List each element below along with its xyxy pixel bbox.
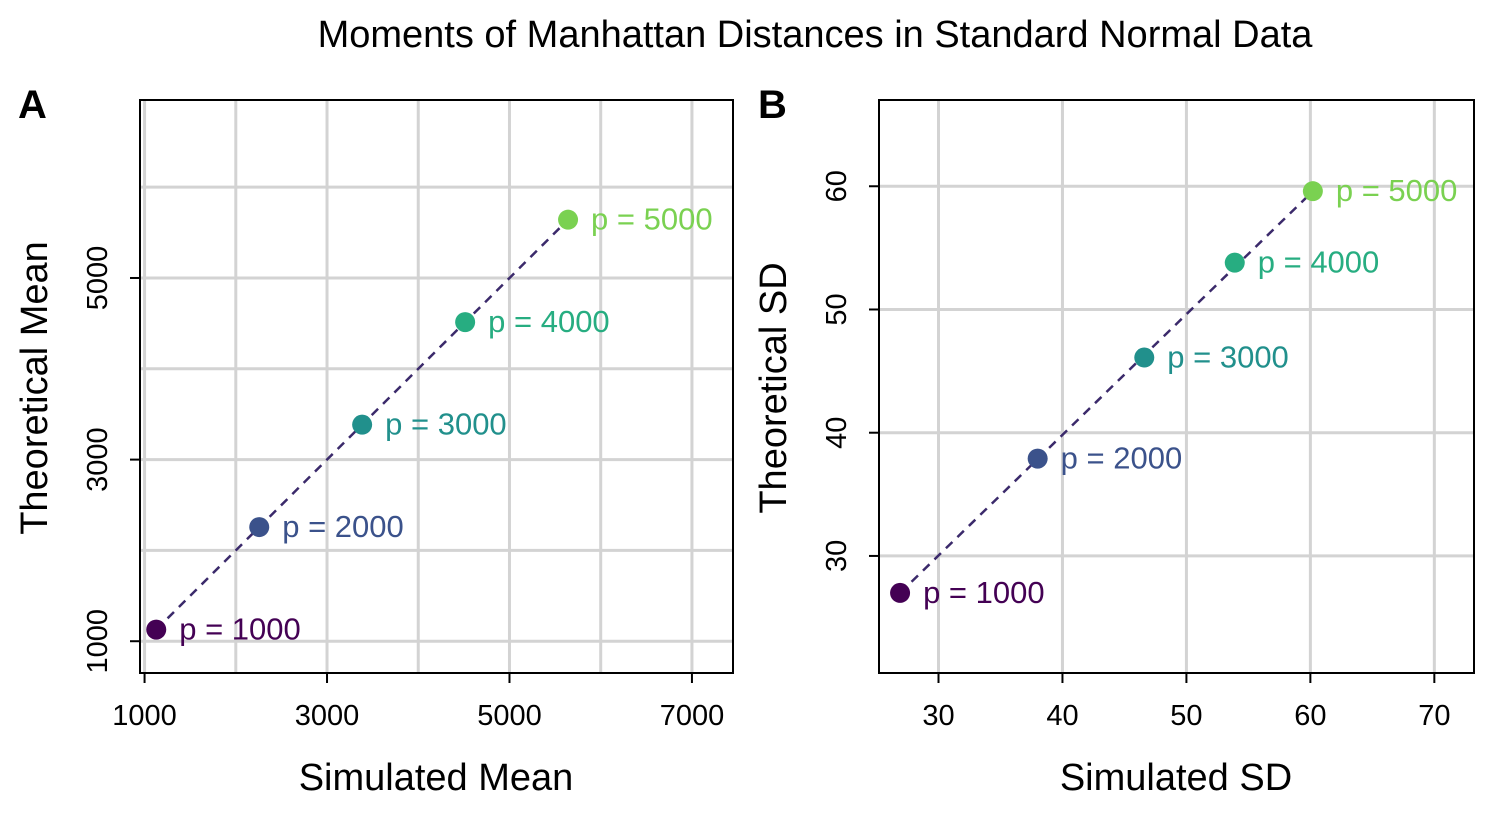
panel-b-ytick-label: 40 xyxy=(821,417,853,449)
figure-title: Moments of Manhattan Distances in Standa… xyxy=(318,14,1314,56)
panel-a-point-label: p = 1000 xyxy=(179,612,301,647)
panel-a-data-point xyxy=(558,209,579,230)
panel-a-point-label: p = 3000 xyxy=(385,407,507,442)
panel-a-ytick-label: 5000 xyxy=(82,246,114,311)
panel-a-data-point xyxy=(352,414,373,435)
panel-b-tag: B xyxy=(758,83,787,127)
panel-a-xtick-label: 3000 xyxy=(295,700,360,732)
panel-b-xtick-label: 50 xyxy=(1170,700,1202,732)
panel-a-xlabel: Simulated Mean xyxy=(299,757,574,799)
panel-b-data-point xyxy=(1134,347,1155,368)
panel-a-xtick-label: 5000 xyxy=(477,700,542,732)
panel-b-point-label: p = 4000 xyxy=(1258,245,1380,280)
panel-b-xtick-label: 40 xyxy=(1046,700,1078,732)
panel-b-xlabel: Simulated SD xyxy=(1060,757,1292,799)
panel-a-ytick-label: 3000 xyxy=(82,427,114,492)
panel-a-data-point xyxy=(146,619,167,640)
panel-a-frame xyxy=(139,99,734,674)
panel-b-data-point xyxy=(890,582,911,603)
panel-b-ytick-label: 50 xyxy=(821,293,853,325)
panel-a-point-label: p = 5000 xyxy=(591,202,713,237)
panel-b-ytick-label: 30 xyxy=(821,540,853,572)
panel-b-ytick-label: 60 xyxy=(821,170,853,202)
panel-b-point-label: p = 3000 xyxy=(1167,340,1289,375)
panel-b: B Simulated SD Theoretical SD 30 40 50 60 70… xyxy=(753,83,1475,799)
panel-a-xtick-label: 1000 xyxy=(112,700,177,732)
panel-b-xtick-label: 70 xyxy=(1418,700,1450,732)
panel-b-data-point xyxy=(1302,181,1323,202)
panel-b-point-label: p = 1000 xyxy=(923,575,1045,610)
panel-a-ytick-label: 1000 xyxy=(82,609,114,674)
panel-a-point-label: p = 2000 xyxy=(282,509,404,544)
panel-a: A Simulated Mean Theoretical Mean 1000 30… xyxy=(14,83,734,799)
panel-b-data-point xyxy=(1027,448,1048,469)
panel-b-frame xyxy=(878,99,1475,674)
panel-a-tag: A xyxy=(18,83,47,127)
panel-b-point-label: p = 2000 xyxy=(1061,441,1183,476)
panel-a-data-point xyxy=(249,517,270,538)
panel-b-reference-line xyxy=(899,190,1314,594)
panel-a-xtick-label: 7000 xyxy=(660,700,725,732)
panel-a-data-point xyxy=(455,312,476,333)
panel-b-xtick-label: 60 xyxy=(1294,700,1326,732)
panel-a-ylabel: Theoretical Mean xyxy=(14,241,56,535)
panel-b-xtick-label: 30 xyxy=(922,700,954,732)
panel-b-data-point xyxy=(1224,252,1245,273)
panel-a-point-label: p = 4000 xyxy=(488,304,610,339)
panel-b-point-label: p = 5000 xyxy=(1336,173,1458,208)
panel-b-ylabel: Theoretical SD xyxy=(753,262,795,513)
